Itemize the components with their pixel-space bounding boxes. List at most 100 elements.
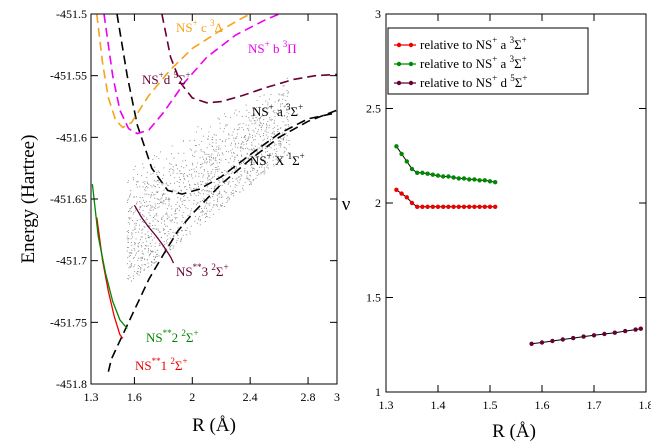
rydberg-point xyxy=(217,165,219,167)
rydberg-point xyxy=(145,264,147,266)
rydberg-point xyxy=(232,165,235,167)
series-point-2 xyxy=(560,337,565,342)
rydberg-point xyxy=(219,192,221,194)
rydberg-point xyxy=(128,255,130,257)
rydberg-point xyxy=(277,140,279,142)
rydberg-point xyxy=(217,117,219,119)
rydberg-point xyxy=(268,127,270,129)
rydberg-point xyxy=(247,139,249,141)
rydberg-point xyxy=(216,169,218,171)
rydberg-point xyxy=(256,163,258,165)
rydberg-point xyxy=(138,257,140,259)
rydberg-point xyxy=(257,128,259,131)
rydberg-point xyxy=(145,190,147,192)
rydberg-point xyxy=(161,184,163,186)
rydberg-point xyxy=(166,225,168,227)
rydberg-point xyxy=(181,203,183,205)
rydberg-point xyxy=(251,148,253,150)
rydberg-point xyxy=(131,252,133,254)
rydberg-point xyxy=(127,229,129,232)
rydberg-point xyxy=(143,183,146,185)
rydberg-point xyxy=(231,134,233,136)
rydberg-point xyxy=(145,245,148,247)
rydberg-point xyxy=(143,263,145,266)
rydberg-point xyxy=(213,150,215,152)
rydberg-point xyxy=(252,134,254,136)
rydberg-point xyxy=(217,198,219,200)
rydberg-point xyxy=(207,203,209,205)
rydberg-point xyxy=(162,183,165,185)
rydberg-point xyxy=(169,228,171,230)
series-point-0 xyxy=(404,195,409,200)
rydberg-point xyxy=(234,169,236,171)
rydberg-point xyxy=(281,103,283,105)
rydberg-point xyxy=(249,180,251,182)
rydberg-point xyxy=(156,192,159,194)
rydberg-point xyxy=(228,181,230,183)
rydberg-point xyxy=(138,242,140,244)
rydberg-point xyxy=(163,174,165,176)
rydberg-point xyxy=(139,197,141,199)
rydberg-point xyxy=(241,146,243,148)
rydberg-point xyxy=(238,128,240,131)
rydberg-point xyxy=(135,224,137,226)
rydberg-point xyxy=(219,148,221,150)
rydberg-point xyxy=(143,226,145,228)
rydberg-point xyxy=(151,206,153,208)
rydberg-point xyxy=(136,186,138,188)
rydberg-point xyxy=(252,129,254,131)
rydberg-point xyxy=(275,158,277,160)
rydberg-point xyxy=(188,180,190,182)
rydberg-point xyxy=(206,177,209,179)
rydberg-point xyxy=(174,210,177,212)
series-point-1 xyxy=(451,175,456,180)
rydberg-point xyxy=(286,109,288,112)
rydberg-point xyxy=(167,231,169,233)
rydberg-point xyxy=(170,168,172,170)
rydberg-point xyxy=(171,219,173,221)
rydberg-point xyxy=(204,153,206,155)
rydberg-point xyxy=(261,155,263,157)
rydberg-point xyxy=(245,104,247,106)
rydberg-point xyxy=(214,186,216,188)
rydberg-point xyxy=(259,136,261,138)
rydberg-point xyxy=(185,229,187,232)
rydberg-point xyxy=(250,115,253,117)
rydberg-point xyxy=(134,223,136,225)
rydberg-point xyxy=(181,221,183,223)
rydberg-point xyxy=(267,120,269,123)
rydberg-point xyxy=(221,181,223,183)
curve-6 xyxy=(91,184,128,329)
rydberg-point xyxy=(153,262,155,264)
rydberg-point xyxy=(152,209,154,211)
rydberg-point xyxy=(240,146,242,148)
rydberg-point xyxy=(127,221,129,224)
rydberg-point xyxy=(265,131,267,133)
rydberg-point xyxy=(151,239,154,241)
left-y-tick-label: -451.6 xyxy=(56,130,87,144)
rydberg-point xyxy=(238,163,240,166)
rydberg-point xyxy=(283,115,286,117)
rydberg-point xyxy=(172,189,174,191)
rydberg-point xyxy=(209,156,211,158)
rydberg-point xyxy=(210,164,212,166)
rydberg-point xyxy=(160,198,162,200)
rydberg-point xyxy=(190,149,193,151)
rydberg-point xyxy=(196,202,198,204)
rydberg-point xyxy=(208,204,211,206)
rydberg-point xyxy=(188,173,190,176)
rydberg-point xyxy=(134,264,136,266)
rydberg-point xyxy=(275,154,277,156)
rydberg-point xyxy=(247,179,249,181)
rydberg-point xyxy=(141,236,143,238)
rydberg-point xyxy=(211,157,213,159)
rydberg-point xyxy=(260,164,262,166)
rydberg-point xyxy=(272,156,275,158)
rydberg-point xyxy=(167,215,169,217)
rydberg-point xyxy=(267,154,269,156)
rydberg-point xyxy=(259,163,261,165)
rydberg-point xyxy=(200,180,202,183)
rydberg-point xyxy=(145,201,147,203)
rydberg-point xyxy=(161,194,163,196)
